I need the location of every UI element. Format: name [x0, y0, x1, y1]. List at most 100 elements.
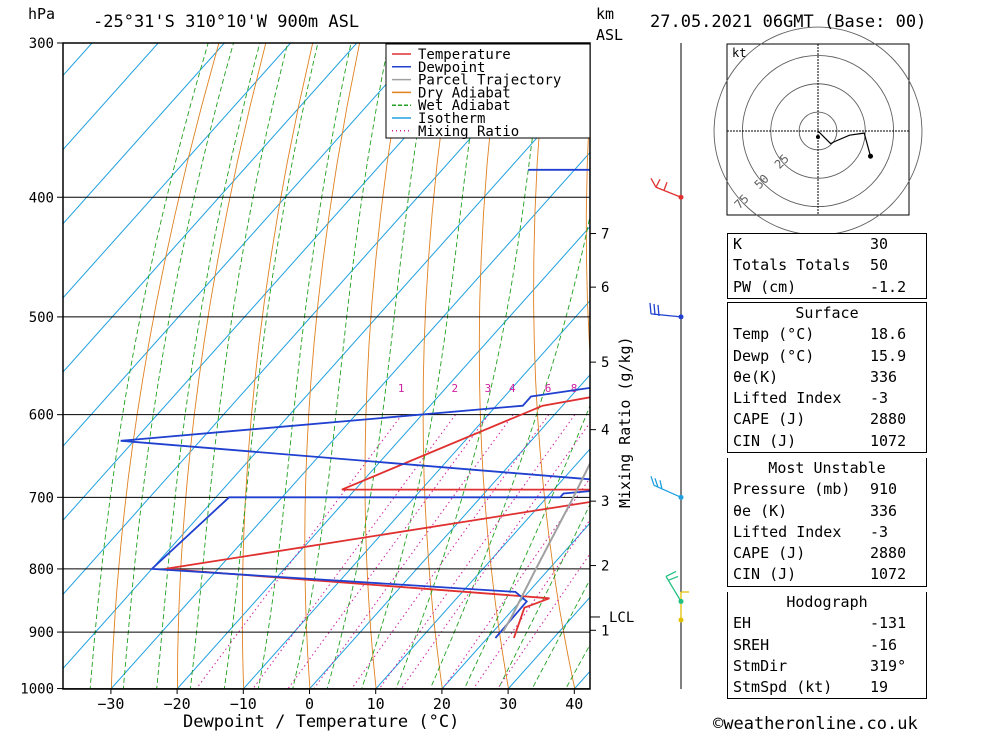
index-row-totals: Totals Totals 50 — [728, 255, 926, 276]
p-tick-label: 300 — [29, 36, 54, 52]
km-tick-label: 6 — [601, 280, 609, 296]
hodo-row: SREH-16 — [728, 635, 926, 656]
isotherm-line — [0, 43, 92, 715]
surface-row: Dewp (°C) 15.9 — [728, 346, 926, 367]
wind-profile — [650, 43, 689, 689]
p-tick-label: 600 — [29, 408, 54, 424]
hodograph-title: Hodograph — [728, 592, 926, 613]
index-label: θe(K) — [733, 367, 778, 388]
index-value: 336 — [870, 367, 922, 388]
p-tick-label: 500 — [29, 310, 54, 326]
dry-adiabat-line — [111, 43, 219, 715]
index-value: -16 — [870, 635, 922, 656]
x-tick-label: 10 — [367, 695, 385, 713]
mixing-ratio-label: 3 — [485, 382, 492, 395]
isotherm-line — [88, 43, 688, 715]
index-label: Pressure (mb) — [733, 479, 850, 500]
mixing-ratio-line — [295, 415, 513, 715]
mu-row: Lifted Index -3 — [728, 522, 926, 543]
index-value: 30 — [870, 234, 922, 255]
km-tick-label: 5 — [601, 355, 609, 371]
km-tick-label: 4 — [601, 423, 609, 439]
km-tick-label: 3 — [601, 494, 609, 510]
dry-adiabat-line — [305, 43, 360, 715]
hodo-row: StmSpd (kt) 19 — [728, 677, 926, 698]
index-value: 15.9 — [870, 346, 922, 367]
dry-adiabat-line — [534, 43, 581, 715]
most-unstable-table: Most Unstable Pressure (mb)910 θe (K)336… — [727, 458, 927, 587]
wet-adiabat-line — [353, 43, 483, 715]
index-label: StmSpd (kt) — [733, 677, 832, 698]
x-axis-title: Dewpoint / Temperature (°C) — [183, 712, 459, 732]
x-tick-label: 20 — [433, 695, 451, 713]
surface-table: Surface Temp (°C)18.6 Dewp (°C)15.9 θe(K… — [727, 302, 927, 453]
location-title: -25°31'S 310°10'W 900m ASL — [93, 12, 359, 32]
index-label: Dewp (°C) — [733, 346, 814, 367]
surface-row: Temp (°C) 18.6 — [728, 324, 926, 345]
mu-row: CIN (J)1072 — [728, 564, 926, 585]
index-value: 18.6 — [870, 324, 922, 345]
index-label: Temp (°C) — [733, 324, 814, 345]
surface-row: Lifted Index -3 — [728, 388, 926, 409]
wet-adiabat-line — [320, 43, 432, 715]
index-row-k: K 30 — [728, 234, 926, 255]
wind-barb — [650, 303, 681, 317]
p-tick-label: 400 — [29, 190, 54, 206]
index-label: Lifted Index — [733, 388, 841, 409]
p-tick-label: 800 — [29, 562, 54, 578]
hodograph-start-dot — [816, 135, 820, 139]
index-value: 319° — [870, 656, 922, 677]
mixing-ratio-label: 8 — [571, 382, 578, 395]
x-tick-label: 30 — [499, 695, 517, 713]
index-value: -3 — [870, 388, 922, 409]
index-value: 336 — [870, 501, 922, 522]
km-tick-label: 7 — [601, 227, 609, 243]
index-value: 19 — [870, 677, 922, 698]
surface-row: CIN (J) 1072 — [728, 431, 926, 452]
dry-adiabat-line — [923, 43, 1000, 715]
wet-adiabat-line — [419, 43, 619, 715]
index-value: 50 — [870, 255, 922, 276]
index-label: CIN (J) — [733, 564, 796, 585]
wind-barb — [651, 178, 681, 197]
x-tick-label: −20 — [164, 695, 191, 713]
wet-adiabat-line — [287, 43, 389, 715]
wind-barb — [666, 571, 681, 601]
surface-row: θe(K) 336 — [728, 367, 926, 388]
index-label: K — [733, 234, 742, 255]
km-tick-label: 2 — [601, 559, 609, 575]
lcl-label: LCL — [609, 610, 634, 626]
index-value: 1072 — [870, 431, 922, 452]
x-tick-label: 0 — [305, 695, 314, 713]
index-label: CAPE (J) — [733, 543, 805, 564]
copyright-text: ©weatheronline.co.uk — [713, 714, 918, 733]
index-label: CIN (J) — [733, 431, 796, 452]
index-label: Lifted Index — [733, 522, 841, 543]
p-tick-label: 900 — [29, 625, 54, 641]
dry-adiabat-line — [242, 43, 312, 715]
legend-label: Mixing Ratio — [418, 124, 519, 140]
mixing-ratio-line — [177, 415, 402, 715]
p-tick-label: 1000 — [20, 682, 54, 698]
isotherm-line — [0, 43, 555, 715]
y2-axis-title: Mixing Ratio (g/kg) — [616, 336, 634, 508]
hpa-label: hPa — [28, 5, 55, 23]
asl-label: ASL — [596, 26, 623, 44]
isotherm-line — [0, 43, 291, 715]
x-tick-label: −30 — [97, 695, 124, 713]
mixing-ratio-label: 1 — [398, 382, 405, 395]
mu-row: CAPE (J)2880 — [728, 543, 926, 564]
wet-adiabat-line — [253, 43, 351, 715]
p-tick-label: 700 — [29, 490, 54, 506]
mu-row: θe (K)336 — [728, 501, 926, 522]
index-value: -3 — [870, 522, 922, 543]
index-label: Totals Totals — [733, 255, 850, 276]
mixing-ratio-label: 10 — [592, 382, 605, 395]
index-label: EH — [733, 613, 751, 634]
index-row-pw: PW (cm)-1.2 — [728, 277, 926, 298]
isotherm-line — [22, 43, 622, 715]
